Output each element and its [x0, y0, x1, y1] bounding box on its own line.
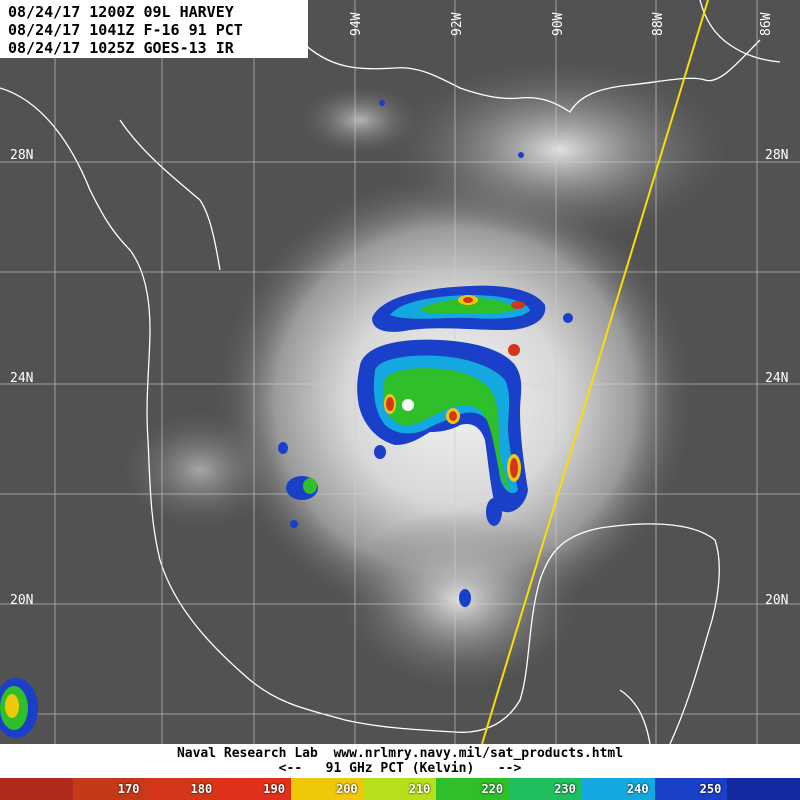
- pct-west-blob-blue: [374, 445, 386, 459]
- colorbar-segment: [0, 778, 73, 800]
- lat-label-20n-right: 20N: [765, 593, 789, 608]
- storm-satellite-map: [0, 0, 800, 744]
- pct-east-blob-blue: [563, 313, 573, 323]
- colorbar-segment: 200: [290, 778, 364, 800]
- lon-label-90w: 90W: [551, 12, 566, 36]
- header-line-1: 08/24/17 1200Z 09L HARVEY: [8, 3, 234, 21]
- pct-north-speck-2: [379, 100, 385, 106]
- microwave-pct-overlay: [0, 100, 573, 738]
- header-line-2: 08/24/17 1041Z F-16 91 PCT: [8, 21, 243, 39]
- footer-colorbar-title: <-- 91 GHz PCT (Kelvin) -->: [278, 761, 522, 776]
- lat-label-28n-right: 28N: [765, 148, 789, 163]
- pct-eyewall-core-red: [386, 397, 394, 411]
- swath-edge-line: [481, 0, 709, 744]
- pct-corner-blob-yellow: [5, 694, 19, 718]
- pct-speck-blue: [290, 520, 298, 528]
- footer-credit: Naval Research Lab www.nrlmry.navy.mil/s…: [176, 746, 624, 761]
- lat-label-28n-left: 28N: [10, 148, 34, 163]
- colorbar-segment: 180: [145, 778, 219, 800]
- pct-small-core-red: [508, 344, 520, 356]
- image-header: 08/24/17 1200Z 09L HARVEY 08/24/17 1041Z …: [0, 0, 308, 58]
- lon-label-86w: 86W: [759, 12, 774, 36]
- pct-northern-arc-green: [420, 298, 515, 314]
- northern-cloud-patch: [300, 85, 420, 155]
- colorbar-segment: [727, 778, 800, 800]
- pct-eye-center: [402, 399, 414, 411]
- lat-label-24n-left: 24N: [10, 371, 34, 386]
- pct-band-tail-blue: [486, 498, 502, 526]
- lon-label-94w: 94W: [349, 12, 364, 36]
- western-cloud-patch: [120, 410, 280, 530]
- colorbar-segment: 190: [218, 778, 291, 800]
- pct-colorbar: 170 180 190 200 210 220 230 240 250: [0, 778, 800, 800]
- louisiana-coast-line: [299, 39, 761, 113]
- colorbar-segment: 210: [363, 778, 437, 800]
- pct-far-west-blob-green: [303, 478, 317, 494]
- pct-eyewall-green: [383, 368, 510, 490]
- pct-north-core-red-2: [511, 301, 525, 309]
- lat-label-20n-left: 20N: [10, 593, 34, 608]
- header-line-3: 08/24/17 1025Z GOES-13 IR: [8, 39, 234, 57]
- upper-cloud-band: [390, 60, 730, 240]
- colorbar-segment: 240: [581, 778, 655, 800]
- pct-north-speck: [518, 152, 524, 158]
- texas-inner-coast: [119, 119, 221, 271]
- coastlines: [0, 0, 781, 744]
- pct-north-core-red: [463, 297, 473, 303]
- yucatan-inner-line: [619, 689, 651, 744]
- florida-coast: [699, 0, 781, 63]
- colorbar-segment: 170: [72, 778, 146, 800]
- pct-eyewall-core-red-2: [449, 411, 457, 421]
- lon-label-92w: 92W: [450, 12, 465, 36]
- gulf-coast-line: [0, 87, 720, 744]
- colorbar-segment: 220: [436, 778, 510, 800]
- lat-label-24n-right: 24N: [765, 371, 789, 386]
- colorbar-segment: 250: [654, 778, 728, 800]
- lon-label-88w: 88W: [651, 12, 666, 36]
- pct-band-core-red: [510, 458, 518, 478]
- pct-south-blob-blue: [459, 589, 471, 607]
- pct-small-blob-blue: [278, 442, 288, 454]
- colorbar-segment: 230: [509, 778, 582, 800]
- image-footer: Naval Research Lab www.nrlmry.navy.mil/s…: [0, 744, 800, 778]
